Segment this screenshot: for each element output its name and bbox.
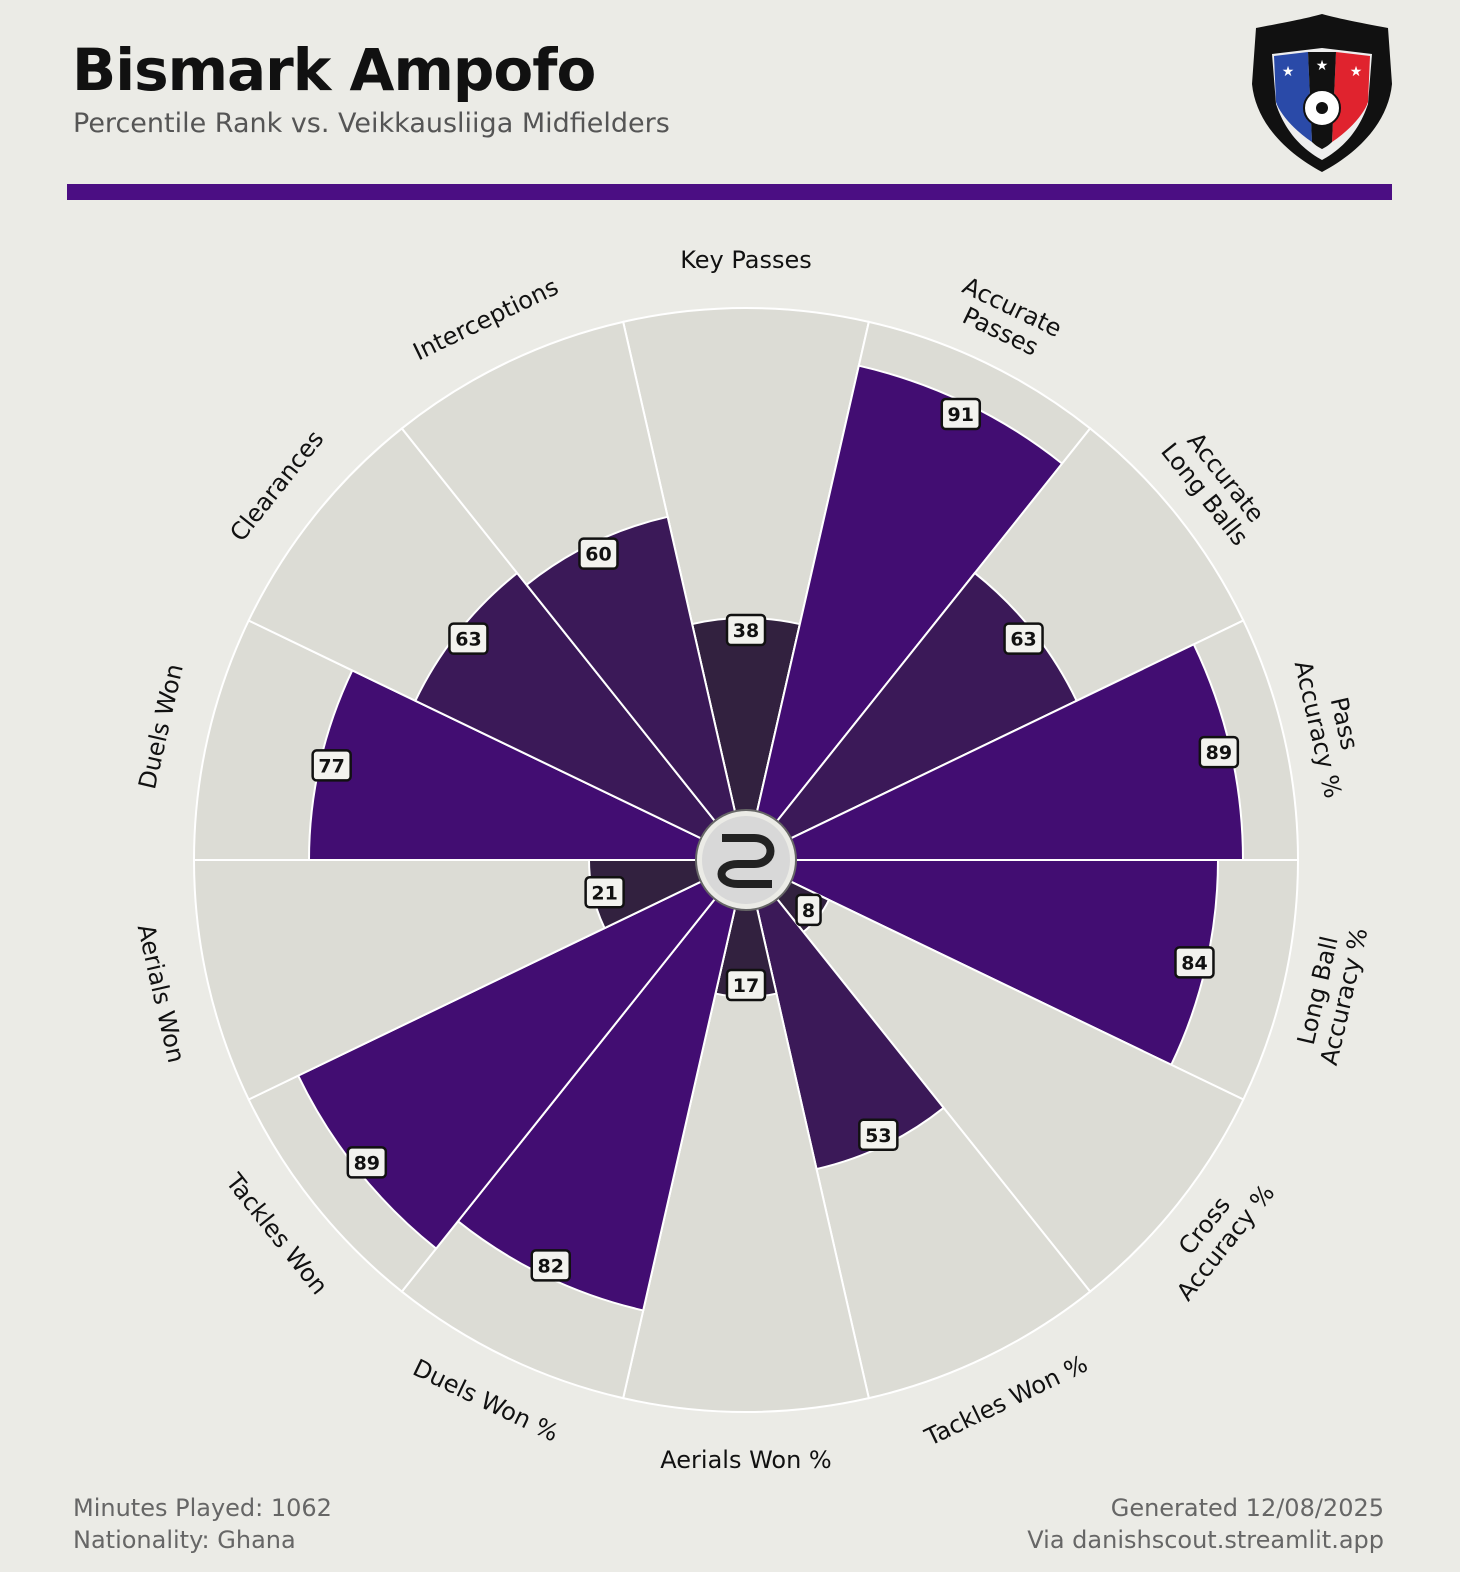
- danishscout-logo-icon: [695, 809, 797, 911]
- value-label-aerials-won: 17: [725, 968, 767, 1002]
- value-label-clearances: 63: [448, 622, 489, 655]
- value-label-tackles-won: 53: [858, 1118, 899, 1152]
- slice-bg-aerials-won: [621, 859, 871, 1413]
- svg-text:60: 60: [585, 544, 611, 566]
- value-label-duels-won: 77: [311, 749, 352, 782]
- footer-right: Generated 12/08/2025 Via danishscout.str…: [1027, 1492, 1384, 1556]
- category-label-aerials-won: Aerials Won: [132, 922, 191, 1066]
- svg-text:★: ★: [1282, 64, 1295, 80]
- value-label-key-passes: 38: [725, 613, 767, 647]
- svg-text:63: 63: [1010, 629, 1036, 651]
- slice-bg-cross-accuracy: [745, 859, 1245, 1293]
- svg-text:82: 82: [538, 1255, 564, 1277]
- source-url: Via danishscout.streamlit.app: [1027, 1526, 1384, 1554]
- svg-text:84: 84: [1181, 952, 1207, 974]
- svg-text:63: 63: [455, 629, 481, 651]
- svg-text:★: ★: [1350, 64, 1363, 80]
- slice-bg-key-passes: [621, 307, 871, 861]
- svg-text:89: 89: [354, 1152, 380, 1174]
- svg-text:17: 17: [733, 975, 759, 997]
- svg-text:89: 89: [1206, 742, 1232, 764]
- value-label-interceptions: 60: [578, 537, 619, 570]
- crest-icon: ★ ★ ★: [1252, 14, 1392, 172]
- value-label-accurate-long-balls: 63: [1003, 622, 1044, 655]
- page-title: Bismark Ampofo: [72, 36, 596, 104]
- category-label-aerials-won: Aerials Won %: [660, 1446, 831, 1474]
- nationality: Nationality: Ghana: [73, 1526, 296, 1554]
- accent-divider: [67, 184, 1392, 200]
- category-label-duels-won: Duels Won: [133, 661, 189, 792]
- category-label-key-passes: Key Passes: [680, 246, 812, 274]
- value-label-long-ball-accuracy: 84: [1174, 946, 1215, 979]
- value-label-pass-accuracy: 89: [1198, 735, 1240, 769]
- svg-text:★: ★: [1316, 58, 1329, 74]
- value-label-cross-accuracy: 8: [795, 893, 822, 927]
- club-crest: ★ ★ ★: [1252, 14, 1392, 172]
- svg-text:38: 38: [733, 620, 759, 642]
- svg-text:8: 8: [802, 900, 815, 922]
- chart-value-labels: 38 91 63 89 84 8 53 17 82 89 21 77 63 60: [311, 397, 1240, 1282]
- chart-slices: [192, 307, 1300, 1413]
- page-subtitle: Percentile Rank vs. Veikkausliiga Midfie…: [73, 108, 670, 139]
- svg-text:53: 53: [865, 1125, 891, 1147]
- value-label-duels-won: 82: [530, 1249, 572, 1282]
- svg-text:91: 91: [948, 404, 974, 426]
- generated-date: Generated 12/08/2025: [1110, 1494, 1384, 1522]
- footer-left: Minutes Played: 1062 Nationality: Ghana: [73, 1492, 332, 1556]
- category-label-pass-accuracy: PassAccuracy %: [1289, 652, 1374, 801]
- value-label-accurate-passes: 91: [940, 397, 982, 431]
- svg-text:77: 77: [318, 755, 344, 777]
- minutes-played: Minutes Played: 1062: [73, 1494, 332, 1522]
- value-label-tackles-won: 89: [346, 1146, 388, 1179]
- value-label-aerials-won: 21: [584, 876, 625, 909]
- category-label-long-ball-accuracy: Long BallAccuracy %: [1289, 919, 1374, 1068]
- svg-text:21: 21: [591, 882, 617, 904]
